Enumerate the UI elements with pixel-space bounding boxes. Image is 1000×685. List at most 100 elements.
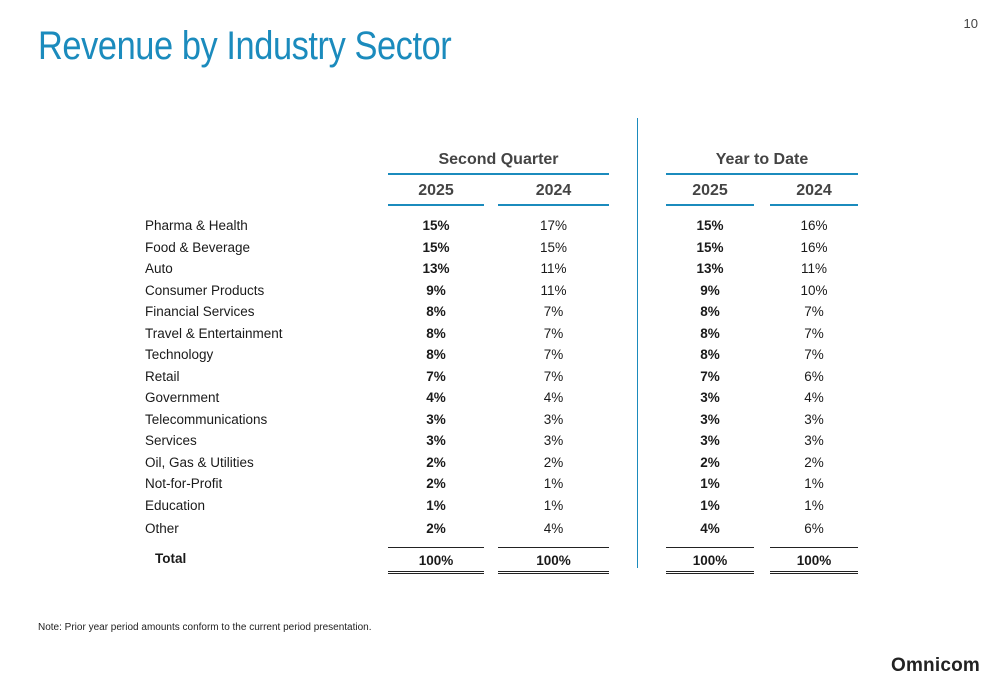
row-label: Retail [145, 369, 180, 384]
header-q-2024: 2024 [498, 182, 609, 206]
cell-q-2024: 7% [543, 347, 564, 362]
cell-q-2025: 15% [422, 218, 450, 233]
table-row: Other 2% 4% 4% 6% [0, 519, 1000, 540]
row-label: Other [145, 521, 179, 536]
table-row: Technology 8% 7% 8% 7% [0, 345, 1000, 366]
header-ytd-2024: 2024 [770, 182, 858, 206]
row-label: Not-for-Profit [145, 476, 223, 491]
total-q-2024: 100% [498, 547, 609, 574]
table-row: Education 1% 1% 1% 1% [0, 496, 1000, 517]
cell-ytd-2025: 8% [700, 326, 720, 341]
cell-ytd-2025: 3% [700, 433, 720, 448]
cell-ytd-2025: 13% [696, 261, 724, 276]
cell-ytd-2024: 1% [804, 476, 824, 491]
total-label: Total [155, 551, 187, 566]
cell-ytd-2024: 3% [804, 412, 824, 427]
cell-q-2025: 1% [426, 498, 446, 513]
cell-ytd-2024: 7% [804, 304, 824, 319]
cell-ytd-2025: 3% [700, 390, 720, 405]
cell-ytd-2024: 7% [804, 326, 824, 341]
cell-ytd-2024: 6% [804, 521, 824, 536]
table-row: Government 4% 4% 3% 4% [0, 388, 1000, 409]
table-row: Oil, Gas & Utilities 2% 2% 2% 2% [0, 453, 1000, 474]
cell-q-2025: 2% [426, 476, 446, 491]
cell-q-2024: 7% [543, 369, 564, 384]
cell-q-2025: 15% [422, 240, 450, 255]
table-row: Telecommunications 3% 3% 3% 3% [0, 410, 1000, 431]
row-label: Technology [145, 347, 214, 362]
row-label: Travel & Entertainment [145, 326, 283, 341]
cell-q-2024: 2% [543, 455, 564, 470]
cell-q-2025: 9% [426, 283, 446, 298]
cell-ytd-2025: 2% [700, 455, 720, 470]
column-group-divider [637, 118, 638, 568]
row-label: Financial Services [145, 304, 255, 319]
cell-ytd-2025: 1% [700, 498, 720, 513]
cell-ytd-2024: 7% [804, 347, 824, 362]
cell-ytd-2024: 2% [804, 455, 824, 470]
row-label: Auto [145, 261, 173, 276]
cell-ytd-2024: 16% [800, 240, 828, 255]
cell-q-2025: 4% [426, 390, 446, 405]
cell-q-2024: 17% [539, 218, 568, 233]
cell-ytd-2024: 1% [804, 498, 824, 513]
cell-ytd-2025: 15% [696, 240, 724, 255]
cell-ytd-2024: 10% [800, 283, 828, 298]
cell-q-2025: 3% [426, 412, 446, 427]
cell-ytd-2025: 9% [700, 283, 720, 298]
cell-ytd-2024: 3% [804, 433, 824, 448]
cell-ytd-2025: 3% [700, 412, 720, 427]
cell-ytd-2025: 8% [700, 304, 720, 319]
table-row: Consumer Products 9% 11% 9% 10% [0, 281, 1000, 302]
header-second-quarter: Second Quarter [388, 151, 609, 175]
row-label: Government [145, 390, 220, 405]
cell-q-2024: 3% [543, 433, 564, 448]
cell-ytd-2025: 1% [700, 476, 720, 491]
footnote: Note: Prior year period amounts conform … [38, 622, 372, 633]
row-label: Telecommunications [145, 412, 268, 427]
table-row: Auto 13% 11% 13% 11% [0, 259, 1000, 280]
row-label: Consumer Products [145, 283, 265, 298]
cell-q-2025: 8% [426, 347, 446, 362]
row-label: Education [145, 498, 206, 513]
header-ytd-2025: 2025 [666, 182, 754, 206]
cell-q-2024: 15% [539, 240, 568, 255]
header-q-2025: 2025 [388, 182, 484, 206]
cell-ytd-2025: 4% [700, 521, 720, 536]
cell-ytd-2024: 6% [804, 369, 824, 384]
cell-q-2025: 3% [426, 433, 446, 448]
cell-q-2024: 1% [543, 498, 564, 513]
table-row: Not-for-Profit 2% 1% 1% 1% [0, 474, 1000, 495]
table-row: Pharma & Health 15% 17% 15% 16% [0, 216, 1000, 237]
cell-ytd-2025: 15% [696, 218, 724, 233]
table-row: Retail 7% 7% 7% 6% [0, 367, 1000, 388]
table-row: Travel & Entertainment 8% 7% 8% 7% [0, 324, 1000, 345]
cell-q-2024: 3% [543, 412, 564, 427]
cell-ytd-2024: 4% [804, 390, 824, 405]
company-logo: Omnicom [890, 655, 980, 676]
total-row: Total 100% 100% 100% 100% [0, 545, 1000, 574]
cell-ytd-2024: 16% [800, 218, 828, 233]
row-label: Oil, Gas & Utilities [145, 455, 254, 470]
row-label: Food & Beverage [145, 240, 251, 255]
page-number: 10 [963, 16, 978, 31]
total-ytd-2025: 100% [666, 547, 754, 574]
cell-q-2025: 7% [426, 369, 446, 384]
cell-ytd-2025: 7% [700, 369, 720, 384]
cell-q-2024: 7% [543, 326, 564, 341]
cell-q-2024: 11% [540, 283, 567, 298]
cell-q-2025: 2% [426, 455, 446, 470]
cell-q-2024: 4% [543, 521, 564, 536]
table-row: Services 3% 3% 3% 3% [0, 431, 1000, 452]
cell-q-2025: 8% [426, 326, 446, 341]
row-label: Pharma & Health [145, 218, 248, 233]
cell-q-2024: 7% [543, 304, 564, 319]
total-ytd-2024: 100% [770, 547, 858, 574]
total-q-2025: 100% [388, 547, 484, 574]
cell-q-2024: 4% [543, 390, 564, 405]
cell-q-2024: 11% [540, 261, 567, 276]
table-row: Food & Beverage 15% 15% 15% 16% [0, 238, 1000, 259]
cell-q-2025: 8% [426, 304, 446, 319]
page-title: Revenue by Industry Sector [38, 24, 452, 68]
cell-q-2025: 2% [426, 521, 446, 536]
